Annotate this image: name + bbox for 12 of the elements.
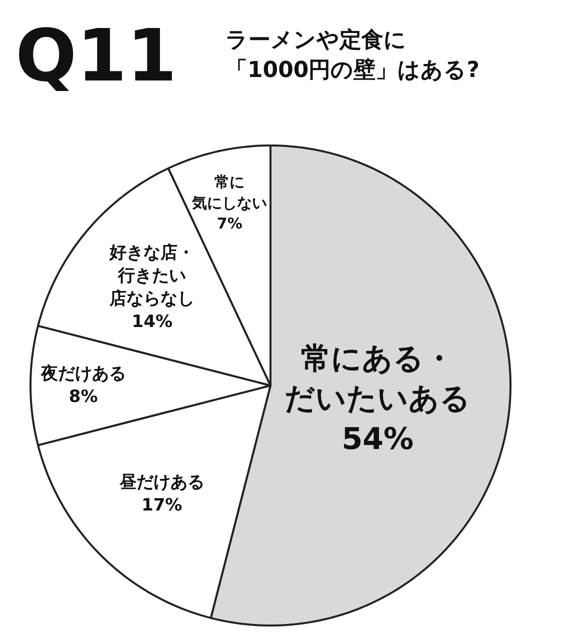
chart-title: Q11 xyxy=(16,14,177,98)
slice-label: 好きな店・行きたい店ならなし xyxy=(108,243,195,310)
slice-label: 夜だけある xyxy=(40,364,126,384)
data-label: 7% xyxy=(216,214,242,233)
data-label: 17% xyxy=(142,496,182,516)
slice-label: 昼だけある xyxy=(118,472,204,493)
data-label: 14% xyxy=(132,312,173,332)
data-label: 8% xyxy=(68,387,98,407)
data-label: 54% xyxy=(342,422,414,457)
slice-label: 常に気にしない xyxy=(191,173,268,212)
slice-label: 常にある・だいたいある xyxy=(284,341,471,417)
chart-subtitle: ラーメンや定食に「1000円の壁」はある? xyxy=(226,27,480,83)
